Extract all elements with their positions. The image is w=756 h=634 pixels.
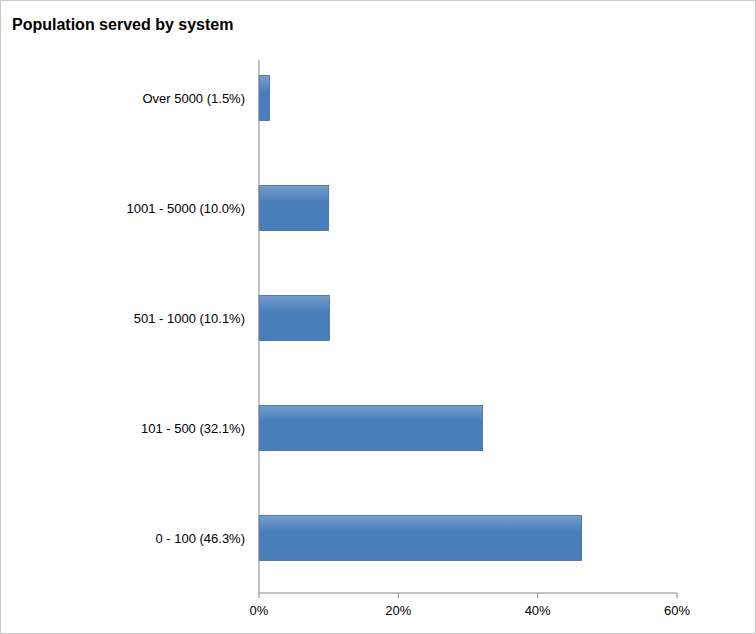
bar xyxy=(259,515,582,560)
y-axis xyxy=(259,60,260,593)
x-tick xyxy=(537,593,538,598)
chart: Population served by system 0 - 100 (46.3… xyxy=(0,0,756,634)
bar xyxy=(259,185,329,230)
category-label: 0 - 100 (46.3%) xyxy=(155,531,245,546)
x-tick xyxy=(677,593,678,598)
bar xyxy=(259,75,269,120)
category-label: 1001 - 5000 (10.0%) xyxy=(126,201,245,216)
x-tick-label: 20% xyxy=(385,603,411,618)
x-tick-label: 40% xyxy=(525,603,551,618)
bar xyxy=(259,295,329,340)
x-tick-label: 0% xyxy=(250,603,269,618)
x-tick-label: 60% xyxy=(664,603,690,618)
category-label: 101 - 500 (32.1%) xyxy=(141,421,245,436)
x-tick xyxy=(259,593,260,598)
x-axis xyxy=(259,593,677,594)
category-label: 501 - 1000 (10.1%) xyxy=(134,311,245,326)
bar xyxy=(259,405,483,450)
title: Population served by system xyxy=(12,16,233,33)
category-label: Over 5000 (1.5%) xyxy=(142,91,245,106)
x-tick xyxy=(398,593,399,598)
frame xyxy=(1,1,756,634)
